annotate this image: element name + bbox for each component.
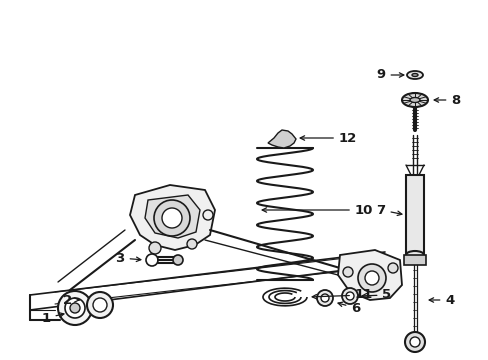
Circle shape <box>149 242 161 254</box>
Ellipse shape <box>405 251 423 259</box>
Circle shape <box>93 298 107 312</box>
Circle shape <box>186 239 197 249</box>
Polygon shape <box>267 130 295 148</box>
Circle shape <box>342 267 352 277</box>
Circle shape <box>154 200 190 236</box>
Text: 8: 8 <box>433 94 460 107</box>
Text: 10: 10 <box>262 203 372 216</box>
Polygon shape <box>403 255 425 265</box>
Circle shape <box>316 290 332 306</box>
Text: 12: 12 <box>300 131 356 144</box>
Polygon shape <box>130 185 215 250</box>
Text: 5: 5 <box>362 288 391 302</box>
Polygon shape <box>405 175 423 255</box>
Circle shape <box>65 298 85 318</box>
Polygon shape <box>145 195 200 238</box>
Circle shape <box>162 208 182 228</box>
Ellipse shape <box>409 98 419 103</box>
Text: 2: 2 <box>63 293 79 306</box>
Circle shape <box>387 263 397 273</box>
Circle shape <box>87 292 113 318</box>
Ellipse shape <box>401 93 427 107</box>
Text: 3: 3 <box>115 252 141 265</box>
Circle shape <box>341 288 357 304</box>
Text: 7: 7 <box>376 203 401 216</box>
Text: 6: 6 <box>337 302 360 315</box>
Circle shape <box>409 337 419 347</box>
Circle shape <box>357 264 385 292</box>
Circle shape <box>320 294 328 302</box>
Circle shape <box>404 332 424 352</box>
Polygon shape <box>337 250 401 300</box>
Circle shape <box>58 291 92 325</box>
Circle shape <box>346 292 353 300</box>
Ellipse shape <box>406 71 422 79</box>
Circle shape <box>70 303 80 313</box>
Circle shape <box>173 255 183 265</box>
Text: 11: 11 <box>311 288 372 302</box>
Ellipse shape <box>411 73 417 77</box>
Text: 4: 4 <box>428 293 454 306</box>
Text: 9: 9 <box>376 68 403 81</box>
Text: 1: 1 <box>41 311 64 324</box>
Circle shape <box>364 271 378 285</box>
Circle shape <box>146 254 158 266</box>
